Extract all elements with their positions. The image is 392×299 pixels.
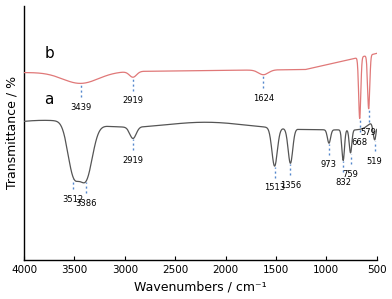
- Text: 3386: 3386: [75, 199, 97, 208]
- Text: 2919: 2919: [122, 96, 143, 105]
- Text: b: b: [44, 46, 54, 61]
- Text: 519: 519: [367, 157, 383, 166]
- Y-axis label: Transmittance / %: Transmittance / %: [5, 76, 18, 189]
- Text: 2919: 2919: [122, 156, 143, 165]
- Text: 1513: 1513: [264, 183, 285, 192]
- Text: 973: 973: [321, 161, 337, 170]
- Text: 3439: 3439: [70, 103, 91, 112]
- Text: 1624: 1624: [253, 94, 274, 103]
- Text: 832: 832: [335, 178, 351, 187]
- Text: 668: 668: [352, 138, 368, 147]
- Text: 759: 759: [343, 170, 358, 179]
- Text: a: a: [45, 92, 54, 107]
- Text: 579: 579: [361, 128, 377, 137]
- X-axis label: Wavenumbers / cm⁻¹: Wavenumbers / cm⁻¹: [134, 280, 267, 293]
- Text: 1356: 1356: [280, 181, 301, 190]
- Text: 3512: 3512: [63, 195, 84, 204]
